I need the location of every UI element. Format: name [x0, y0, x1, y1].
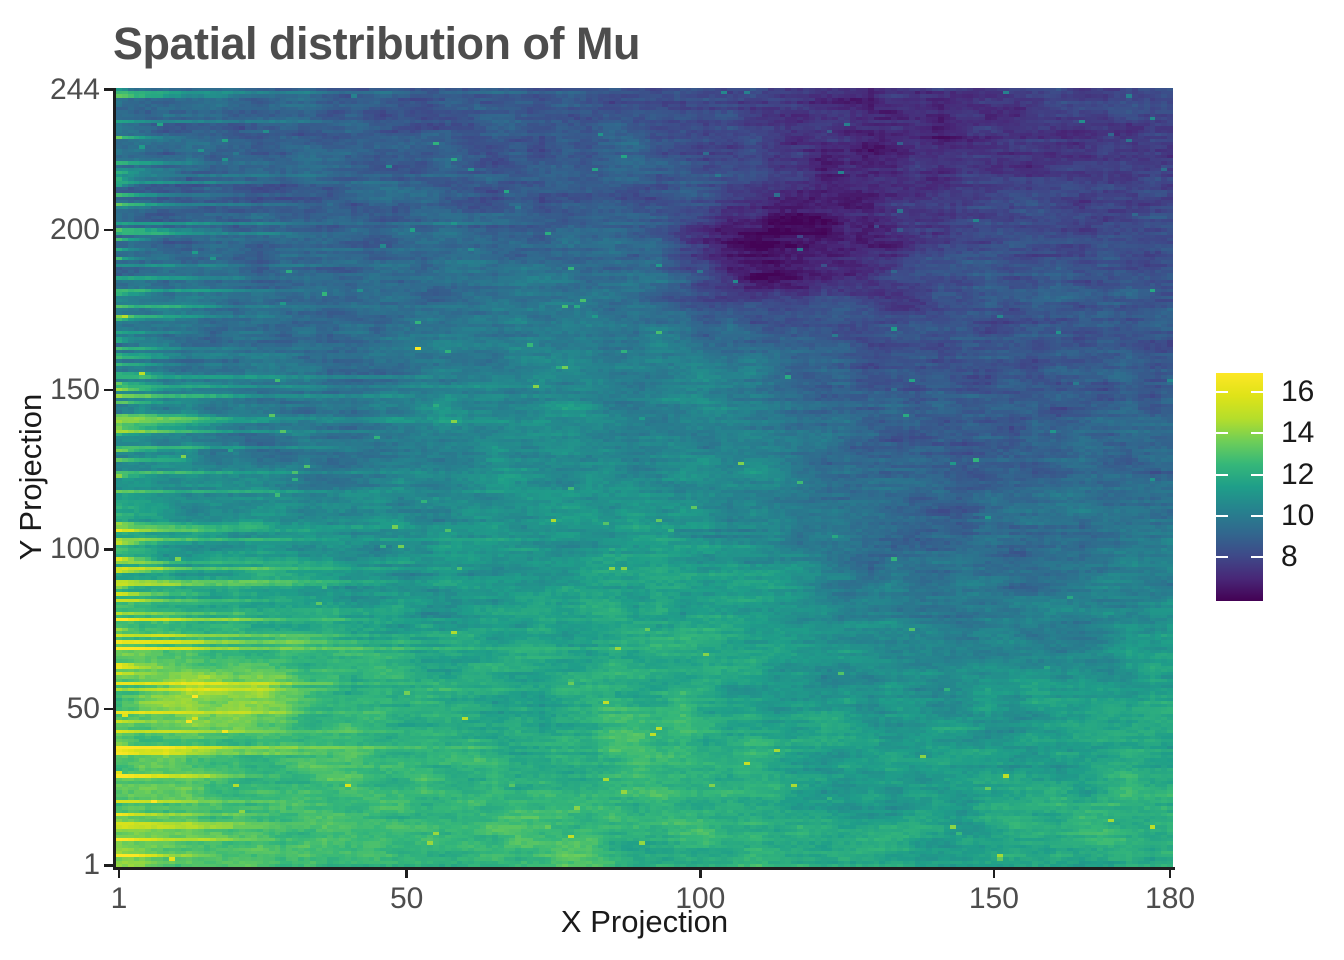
colorbar-tick-label: 8: [1281, 540, 1298, 574]
y-tick-mark: [104, 388, 113, 391]
y-tick-label: 150: [49, 372, 100, 406]
x-axis-title: X Projection: [560, 904, 729, 939]
x-tick-mark: [405, 870, 408, 878]
x-tick-mark: [699, 870, 702, 878]
y-tick-label: 200: [49, 213, 100, 247]
y-tick-label: 100: [49, 532, 100, 566]
colorbar-tick-right: [1251, 432, 1263, 435]
colorbar-tick-left: [1216, 390, 1228, 393]
y-tick-label: 244: [49, 72, 100, 106]
x-tick-label: 180: [1145, 882, 1196, 915]
x-tick-label: 100: [675, 882, 726, 915]
colorbar-tick-left: [1216, 432, 1228, 435]
x-tick-label: 50: [389, 882, 424, 915]
colorbar-tick-right: [1251, 390, 1263, 393]
x-axis-line: [113, 867, 1175, 870]
y-tick-label: 1: [83, 848, 100, 882]
y-tick-mark: [104, 88, 113, 91]
y-tick-mark: [104, 864, 113, 867]
y-tick-mark: [104, 228, 113, 232]
colorbar-tick-right: [1251, 515, 1263, 518]
y-tick-label: 50: [66, 691, 100, 725]
y-tick-mark: [104, 548, 113, 551]
colorbar-tick-right: [1251, 473, 1263, 476]
chart-title: Spatial distribution of Mu: [113, 18, 640, 69]
colorbar-tick-left: [1216, 556, 1228, 559]
colorbar-tick-label: 10: [1281, 499, 1315, 533]
x-tick-mark: [117, 870, 121, 878]
colorbar-tick-label: 16: [1281, 374, 1315, 408]
y-axis-line: [113, 88, 116, 870]
heatmap-canvas: [116, 88, 1173, 867]
colorbar-tick-right: [1251, 556, 1263, 559]
x-tick-mark: [1168, 870, 1172, 878]
x-tick-label: 1: [110, 882, 128, 915]
colorbar-tick-left: [1216, 473, 1228, 476]
x-tick-label: 150: [968, 882, 1019, 915]
colorbar-tick-label: 12: [1281, 457, 1315, 491]
colorbar-tick-label: 14: [1281, 416, 1315, 450]
x-tick-mark: [992, 870, 996, 878]
colorbar-tick-left: [1216, 515, 1228, 518]
colorbar: [1216, 373, 1263, 601]
y-tick-mark: [104, 707, 113, 711]
y-axis-title: Y Projection: [13, 393, 48, 561]
